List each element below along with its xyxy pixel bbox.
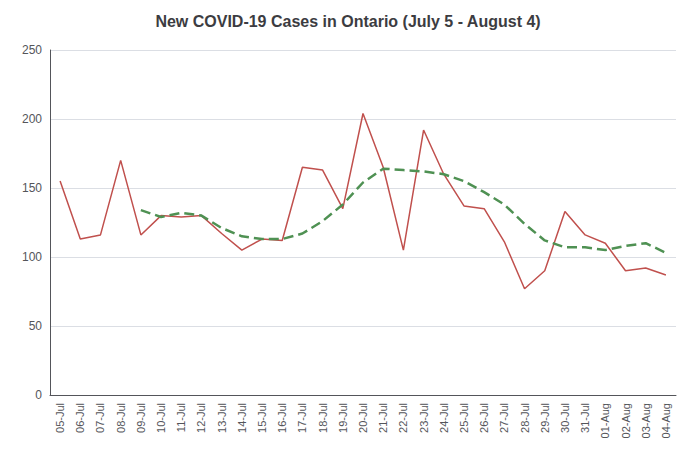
svg-text:150: 150 xyxy=(22,181,42,195)
svg-text:01-Aug: 01-Aug xyxy=(599,403,611,438)
svg-text:25-Jul: 25-Jul xyxy=(458,403,470,433)
svg-text:07-Jul: 07-Jul xyxy=(94,403,106,433)
svg-text:200: 200 xyxy=(22,112,42,126)
svg-text:19-Jul: 19-Jul xyxy=(337,403,349,433)
svg-text:27-Jul: 27-Jul xyxy=(498,403,510,433)
svg-text:100: 100 xyxy=(22,250,42,264)
svg-text:16-Jul: 16-Jul xyxy=(276,403,288,433)
svg-text:New COVID-19 Cases in Ontario: New COVID-19 Cases in Ontario (July 5 - … xyxy=(155,13,540,30)
svg-text:0: 0 xyxy=(35,388,42,402)
svg-text:15-Jul: 15-Jul xyxy=(256,403,268,433)
svg-text:12-Jul: 12-Jul xyxy=(195,403,207,433)
svg-text:50: 50 xyxy=(29,319,43,333)
svg-text:28-Jul: 28-Jul xyxy=(519,403,531,433)
svg-text:02-Aug: 02-Aug xyxy=(620,403,632,438)
svg-text:22-Jul: 22-Jul xyxy=(397,403,409,433)
svg-text:20-Jul: 20-Jul xyxy=(357,403,369,433)
svg-text:17-Jul: 17-Jul xyxy=(296,403,308,433)
svg-text:250: 250 xyxy=(22,43,42,57)
svg-text:11-Jul: 11-Jul xyxy=(175,403,187,432)
svg-text:10-Jul: 10-Jul xyxy=(155,403,167,433)
svg-text:29-Jul: 29-Jul xyxy=(539,403,551,433)
svg-text:14-Jul: 14-Jul xyxy=(236,403,248,433)
svg-text:21-Jul: 21-Jul xyxy=(377,403,389,433)
svg-text:18-Jul: 18-Jul xyxy=(317,403,329,433)
svg-text:08-Jul: 08-Jul xyxy=(115,403,127,433)
svg-text:31-Jul: 31-Jul xyxy=(579,403,591,433)
svg-text:24-Jul: 24-Jul xyxy=(438,403,450,433)
svg-text:13-Jul: 13-Jul xyxy=(216,403,228,433)
svg-text:26-Jul: 26-Jul xyxy=(478,403,490,433)
svg-text:09-Jul: 09-Jul xyxy=(135,403,147,433)
svg-text:05-Jul: 05-Jul xyxy=(54,403,66,433)
svg-text:06-Jul: 06-Jul xyxy=(74,403,86,433)
svg-text:23-Jul: 23-Jul xyxy=(418,403,430,433)
svg-text:30-Jul: 30-Jul xyxy=(559,403,571,433)
svg-text:03-Aug: 03-Aug xyxy=(640,403,652,438)
svg-text:04-Aug: 04-Aug xyxy=(660,403,672,438)
